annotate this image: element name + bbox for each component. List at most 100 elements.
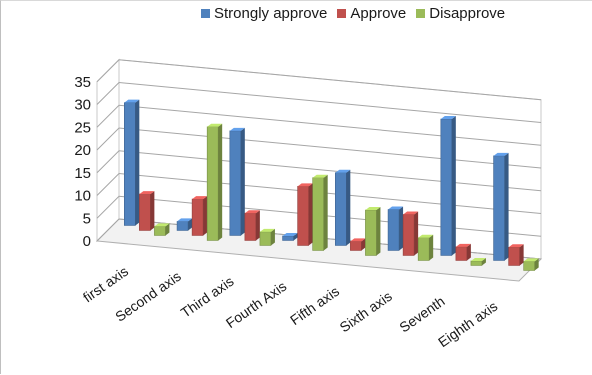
legend-swatch-disapprove	[416, 9, 426, 18]
y-tick-label: 15	[74, 165, 91, 182]
bar-approve	[139, 191, 155, 231]
legend-swatch-strongly-approve	[201, 9, 210, 18]
bar-front	[335, 172, 347, 246]
bar-strongly-approve	[440, 116, 456, 256]
bar-top	[440, 116, 456, 119]
bar-disapprove	[259, 228, 275, 246]
bar-side	[240, 127, 245, 236]
bar-strongly-approve	[176, 218, 193, 231]
bar-top	[418, 234, 434, 238]
bar-top	[192, 196, 208, 200]
bar-approve	[402, 211, 419, 256]
bar-side	[481, 257, 486, 266]
bar-approve	[350, 238, 366, 251]
bar-side	[414, 211, 419, 256]
legend-swatch-approve	[337, 9, 347, 18]
bar-top	[350, 238, 366, 242]
x-tick-label: first axis	[80, 263, 131, 306]
bar-front	[124, 102, 136, 226]
bar-front	[259, 231, 272, 246]
bar-front	[244, 212, 257, 241]
bar-disapprove	[206, 123, 223, 241]
bar-top	[365, 207, 381, 210]
bar-top	[388, 206, 404, 210]
gridline	[96, 81, 542, 123]
bar-top	[124, 99, 140, 103]
bar-side	[466, 243, 471, 261]
bar-strongly-approve	[387, 206, 404, 251]
y-tick-label: 10	[74, 188, 91, 205]
bar-side	[308, 183, 313, 246]
bar-disapprove	[417, 234, 434, 261]
bar-front	[312, 177, 324, 251]
bar-side	[255, 210, 260, 241]
y-tick-label: 35	[74, 74, 91, 91]
y-tick-label: 25	[74, 119, 91, 136]
legend-label: Disapprove	[429, 5, 506, 22]
bar-top	[335, 169, 351, 173]
bar-side	[165, 223, 170, 236]
bar-disapprove	[365, 207, 381, 256]
bar-front	[440, 118, 453, 256]
bar-top	[470, 257, 486, 261]
bar-front	[365, 209, 377, 256]
bar-strongly-approve	[493, 152, 509, 261]
bar-approve	[244, 210, 260, 241]
bar-front	[154, 226, 166, 236]
y-axis-ticks: 0 5 10 15 20 25 30 35	[74, 74, 91, 250]
bar-side	[399, 206, 404, 251]
gridline	[96, 150, 542, 192]
gridline	[96, 104, 542, 146]
y-tick-label: 30	[74, 97, 91, 114]
bar-approve	[455, 243, 471, 261]
y-tick-label: 0	[83, 233, 91, 250]
bar-disapprove	[312, 174, 328, 251]
bar-top	[493, 152, 509, 156]
bar-strongly-approve	[335, 169, 351, 246]
bar-side	[323, 174, 328, 251]
bar-side	[293, 232, 298, 241]
bar-front	[417, 237, 430, 261]
bar-side	[519, 244, 524, 266]
bar-side	[534, 258, 539, 271]
bar-front	[176, 221, 189, 231]
bar-strongly-approve	[229, 127, 245, 236]
legend-entry: Approve	[337, 5, 406, 22]
x-tick-label: Seventh	[396, 293, 447, 336]
bar-strongly-approve	[282, 232, 298, 241]
bar-front	[206, 126, 219, 241]
bar-top	[297, 183, 313, 187]
bar-side	[218, 123, 223, 241]
bar-top	[139, 191, 155, 195]
bar-strongly-approve	[124, 99, 140, 226]
gridline	[96, 172, 542, 214]
bar-side	[270, 228, 275, 246]
x-tick-label: Sixth axis	[337, 288, 395, 335]
bar-approve	[508, 244, 524, 266]
bar-front	[508, 247, 520, 266]
bar-top	[403, 211, 419, 215]
bar-side	[361, 238, 366, 251]
bar-side	[429, 234, 434, 261]
bar-disapprove	[154, 223, 170, 236]
side-wall	[96, 58, 120, 243]
legend-entry: Disapprove	[416, 5, 505, 22]
legend-entry: Strongly approve	[201, 5, 327, 22]
bar-front	[282, 235, 294, 241]
bar-side	[203, 196, 208, 236]
bar-top	[229, 127, 245, 131]
bar-top	[312, 174, 328, 178]
bar-side	[376, 207, 381, 256]
bar-side	[504, 152, 509, 261]
bar-front	[191, 198, 204, 236]
bar-front	[139, 193, 151, 231]
bar-front	[493, 155, 505, 261]
legend-label: Approve	[350, 5, 407, 22]
bar-top	[154, 223, 170, 227]
bar-front	[297, 186, 309, 246]
bar-approve	[297, 183, 313, 246]
bar-front	[229, 130, 242, 236]
gridline	[96, 59, 542, 101]
